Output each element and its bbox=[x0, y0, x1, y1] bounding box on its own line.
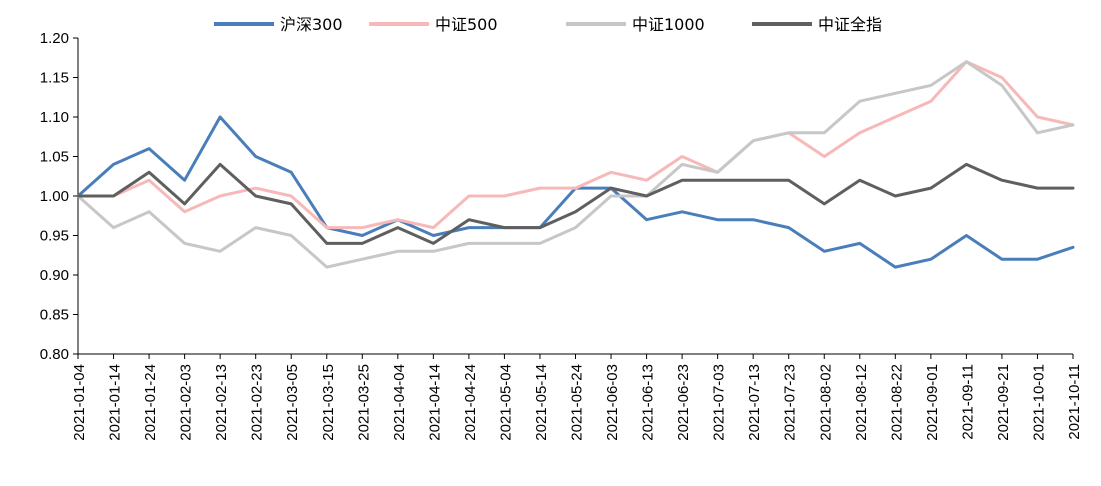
x-tick-label: 2021-08-02 bbox=[817, 364, 834, 441]
x-tick-label: 2021-08-12 bbox=[853, 364, 870, 441]
x-tick-label: 2021-01-04 bbox=[71, 364, 88, 441]
x-tick-label: 2021-04-04 bbox=[391, 364, 408, 441]
x-tick-label: 2021-09-11 bbox=[959, 364, 976, 440]
y-tick-label: 1.15 bbox=[40, 70, 69, 87]
series-line-1 bbox=[76, 60, 1075, 230]
x-tick-label: 2021-02-13 bbox=[213, 364, 230, 441]
series-line-3 bbox=[76, 162, 1075, 245]
x-tick-label: 2021-03-05 bbox=[284, 364, 301, 441]
x-tick-label: 2021-09-01 bbox=[924, 364, 941, 441]
y-tick-label: 1.20 bbox=[40, 30, 69, 47]
x-tick-label: 2021-03-15 bbox=[320, 364, 337, 441]
x-tick-label: 2021-10-11 bbox=[1066, 364, 1083, 440]
x-axis: 2021-01-04 2021-01-14 2021-01-24 2021-02-03… bbox=[71, 353, 1083, 441]
x-tick-label: 2021-03-25 bbox=[355, 364, 372, 441]
legend-label-1: 中证500 bbox=[435, 15, 498, 34]
x-tick-label: 2021-08-22 bbox=[888, 364, 905, 441]
x-tick-label: 2021-04-14 bbox=[426, 364, 443, 441]
series-line-0 bbox=[76, 115, 1075, 269]
x-tick-label: 2021-01-14 bbox=[107, 364, 124, 441]
series-line-2 bbox=[76, 60, 1075, 269]
x-tick-label: 2021-07-23 bbox=[782, 364, 799, 441]
plot-series bbox=[76, 60, 1075, 269]
y-tick-label: 0.80 bbox=[40, 346, 69, 363]
x-tick-label: 2021-09-21 bbox=[995, 364, 1012, 441]
x-tick-label: 2021-02-03 bbox=[178, 364, 195, 441]
y-tick-label: 1.10 bbox=[40, 109, 69, 126]
y-tick-label: 1.00 bbox=[40, 188, 69, 205]
chart-legend: 沪深300 中证500 中证1000 中证全指 bbox=[214, 15, 882, 34]
x-tick-label: 2021-07-03 bbox=[711, 364, 728, 441]
y-tick-label: 1.05 bbox=[40, 149, 69, 166]
x-tick-label: 2021-05-04 bbox=[497, 364, 514, 441]
x-tick-label: 2021-06-03 bbox=[604, 364, 621, 441]
legend-label-2: 中证1000 bbox=[632, 15, 705, 34]
x-tick-label: 2021-06-23 bbox=[675, 364, 692, 441]
x-tick-label: 2021-05-14 bbox=[533, 364, 550, 441]
x-tick-label: 2021-06-13 bbox=[640, 364, 657, 441]
y-axis: 0.80 0.85 0.90 0.95 1.00 1.05 1.10 1.15 1.20 bbox=[40, 30, 79, 363]
legend-label-3: 中证全指 bbox=[818, 15, 882, 34]
y-tick-label: 0.95 bbox=[40, 228, 69, 245]
x-tick-label: 2021-05-24 bbox=[569, 364, 586, 441]
x-tick-label: 2021-02-23 bbox=[249, 364, 266, 441]
legend-label-0: 沪深300 bbox=[280, 15, 343, 34]
y-tick-label: 0.90 bbox=[40, 267, 69, 284]
y-tick-label: 0.85 bbox=[40, 307, 69, 324]
x-tick-label: 2021-07-13 bbox=[746, 364, 763, 441]
x-tick-label: 2021-10-01 bbox=[1030, 364, 1047, 441]
x-tick-label: 2021-04-24 bbox=[462, 364, 479, 441]
x-tick-label: 2021-01-24 bbox=[142, 364, 159, 441]
